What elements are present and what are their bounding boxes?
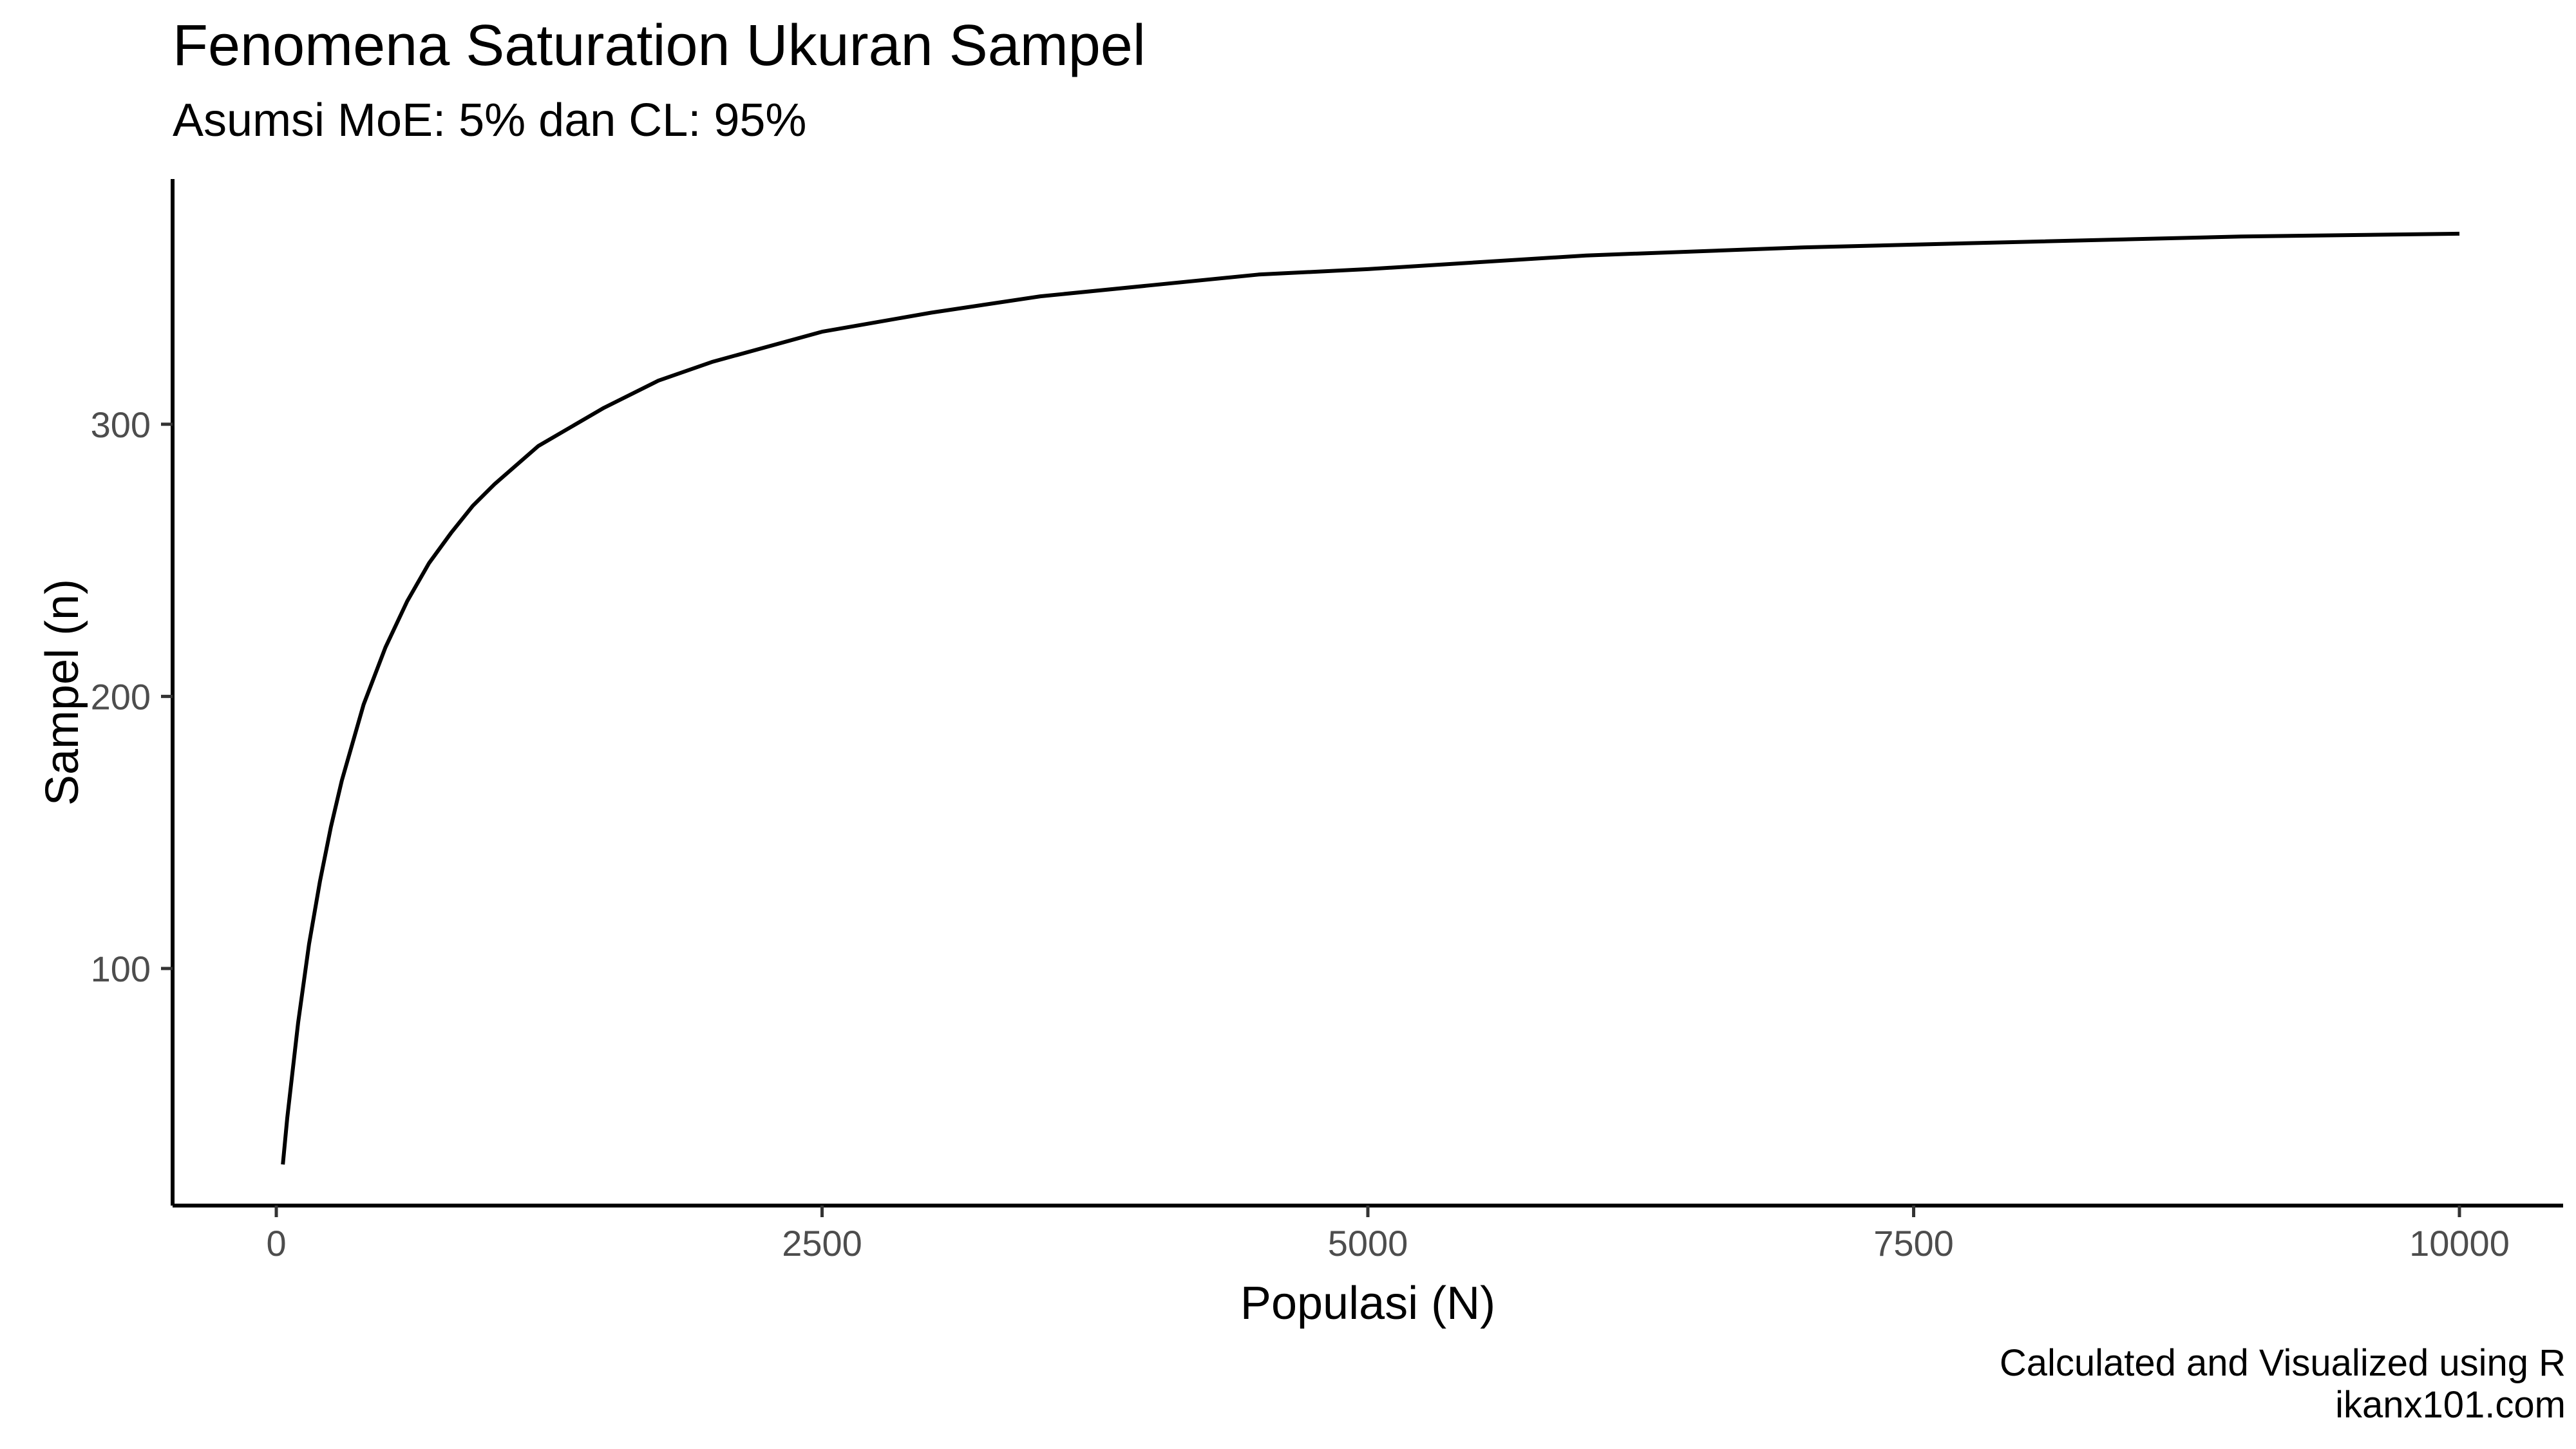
- y-axis-title: Sampel (n): [37, 579, 88, 806]
- x-tick-label: 2500: [782, 1223, 862, 1264]
- series-line: [281, 231, 2460, 1165]
- plot-area: 0 2500 5000 7500 10000 100 200 300: [91, 179, 2563, 1264]
- y-tick-label: 300: [91, 404, 151, 445]
- x-axis-title: Populasi (N): [1240, 1278, 1495, 1329]
- x-tick-label: 0: [266, 1223, 286, 1264]
- chart-caption: Calculated and Visualized using R ikanx1…: [1999, 1342, 2566, 1426]
- chart-subtitle: Asumsi MoE: 5% dan CL: 95%: [173, 95, 807, 146]
- caption-line-2: ikanx101.com: [2335, 1383, 2566, 1426]
- chart-title: Fenomena Saturation Ukuran Sampel: [173, 14, 1146, 78]
- x-tick-label: 7500: [1873, 1223, 1954, 1264]
- y-tick-label: 200: [91, 676, 151, 717]
- caption-line-1: Calculated and Visualized using R: [1999, 1342, 2566, 1384]
- y-tick-label: 100: [91, 949, 151, 989]
- x-tick-label: 10000: [2409, 1223, 2510, 1264]
- x-tick-label: 5000: [1328, 1223, 1408, 1264]
